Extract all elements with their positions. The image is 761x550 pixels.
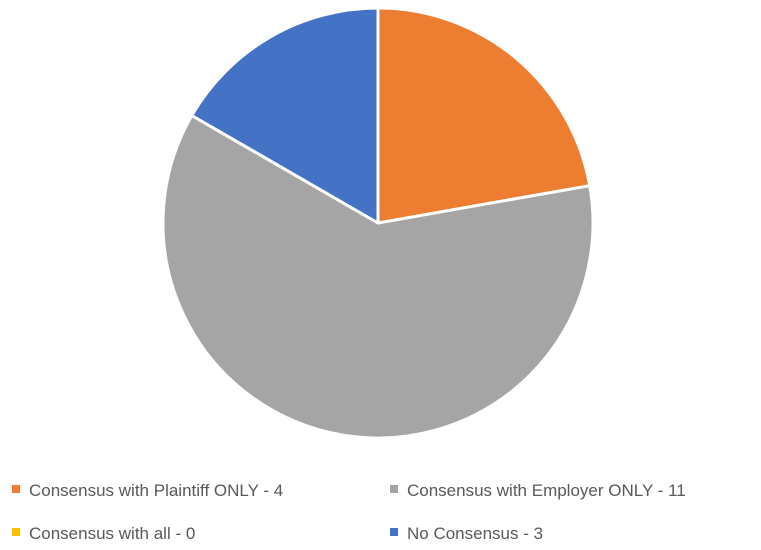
pie-slice-no-consensus	[190, 6, 380, 225]
legend-item-employer: Consensus with Employer ONLY - 11	[390, 481, 686, 500]
pie-slices	[161, 6, 595, 440]
legend-label-no-consensus: No Consensus - 3	[407, 524, 543, 543]
legend-label-employer: Consensus with Employer ONLY - 11	[407, 481, 686, 500]
legend-swatch-plaintiff	[12, 485, 20, 493]
pie-slice-plaintiff	[376, 6, 592, 225]
chart-legend: Consensus with Plaintiff ONLY - 4 Consen…	[12, 481, 686, 543]
legend-swatch-all	[12, 528, 20, 536]
legend-item-plaintiff: Consensus with Plaintiff ONLY - 4	[12, 481, 283, 500]
legend-swatch-no-consensus	[390, 528, 398, 536]
legend-label-plaintiff: Consensus with Plaintiff ONLY - 4	[29, 481, 283, 500]
legend-item-all: Consensus with all - 0	[12, 524, 195, 543]
legend-swatch-employer	[390, 485, 398, 493]
legend-label-all: Consensus with all - 0	[29, 524, 195, 543]
pie-slice-employer	[161, 114, 595, 440]
legend-item-no-consensus: No Consensus - 3	[390, 524, 543, 543]
